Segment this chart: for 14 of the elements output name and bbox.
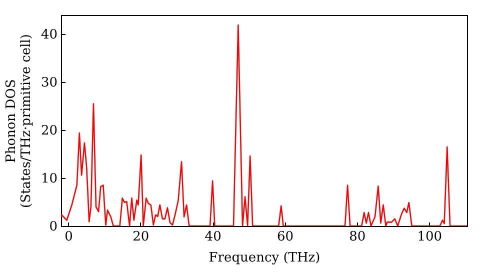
y-tick-label: 10 bbox=[40, 172, 58, 187]
y-tick-label: 30 bbox=[40, 76, 58, 91]
x-axis-title: Frequency (THz) bbox=[208, 250, 320, 266]
x-tick-label: 0 bbox=[64, 230, 73, 244]
x-tick-label: 80 bbox=[349, 230, 366, 244]
y-tick-label: 0 bbox=[49, 220, 58, 234]
y-tick-label: 40 bbox=[40, 28, 58, 43]
x-tick-label: 60 bbox=[276, 230, 294, 244]
x-tick-label: 20 bbox=[132, 230, 150, 244]
x-tick-label: 100 bbox=[417, 230, 442, 244]
x-tick-label: 40 bbox=[204, 230, 222, 244]
y-axis-title: Phonon DOS (States/THz·primitive cell) bbox=[4, 34, 34, 208]
y-tick-label: 20 bbox=[40, 124, 58, 139]
line-series bbox=[61, 24, 467, 226]
